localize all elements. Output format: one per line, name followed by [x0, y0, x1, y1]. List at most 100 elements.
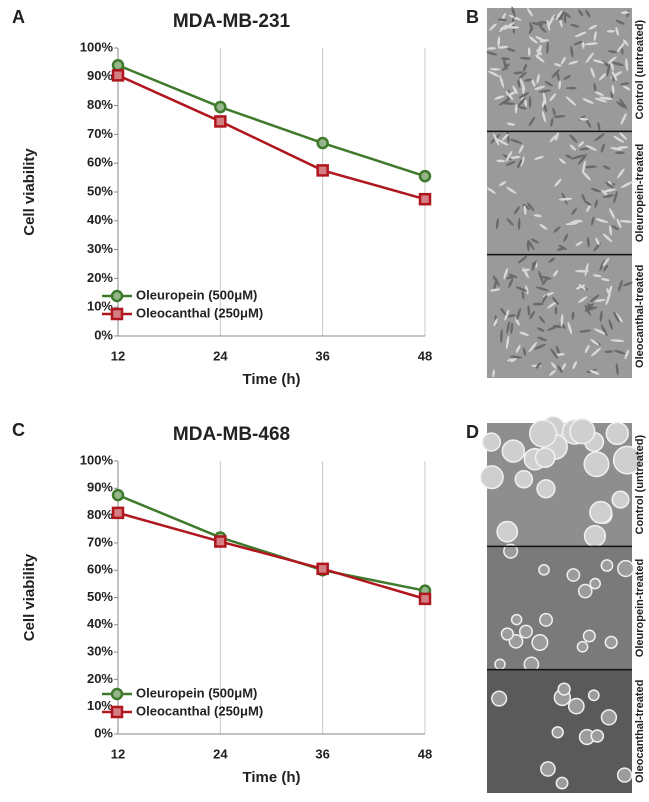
cell — [622, 281, 633, 287]
cell — [585, 52, 594, 64]
cell — [497, 36, 501, 48]
cell — [528, 25, 534, 35]
cell — [578, 284, 586, 291]
cell — [605, 421, 629, 446]
cell — [569, 134, 578, 143]
legend-marker — [110, 289, 124, 303]
y-tick-label: 0% — [94, 327, 113, 342]
cell — [541, 98, 546, 108]
cell — [486, 47, 497, 50]
y-tick-label: 70% — [87, 534, 113, 549]
cell — [553, 63, 562, 67]
cell — [547, 324, 560, 331]
cell — [616, 218, 622, 229]
cell — [514, 469, 534, 489]
cell — [534, 344, 546, 350]
cell — [563, 74, 572, 80]
cell — [615, 312, 623, 323]
cell — [583, 451, 610, 478]
micrograph-label: Oleocanthal-treated — [634, 680, 646, 783]
cell — [581, 193, 586, 203]
cell — [530, 238, 539, 244]
cell — [550, 348, 559, 359]
cell — [499, 75, 505, 88]
cell — [599, 96, 612, 100]
y-axis-title: Cell viability — [21, 148, 38, 236]
cell — [551, 69, 560, 79]
cell — [604, 635, 618, 649]
cell — [522, 63, 528, 72]
cell — [600, 324, 608, 337]
cell — [511, 6, 516, 18]
y-tick-label: 60% — [87, 562, 113, 577]
cell — [602, 258, 610, 267]
cell — [491, 690, 508, 707]
cell — [606, 29, 615, 33]
cell — [526, 7, 533, 17]
cell — [538, 315, 546, 324]
y-tick-label: 20% — [87, 270, 113, 285]
cell — [600, 709, 618, 726]
cell — [584, 262, 589, 277]
cell — [496, 138, 509, 146]
cell — [506, 122, 516, 126]
cell — [550, 117, 554, 127]
cell — [582, 98, 594, 104]
cell — [600, 559, 614, 572]
x-tick-label: 36 — [315, 348, 329, 363]
cell — [510, 155, 521, 159]
cell — [486, 51, 498, 56]
cell — [586, 203, 592, 213]
cell — [510, 613, 523, 626]
series-line — [117, 64, 426, 178]
cell — [522, 347, 526, 356]
cell — [604, 350, 614, 354]
cell — [481, 432, 502, 452]
cell — [616, 101, 625, 108]
cell — [522, 267, 529, 279]
legend-label: Oleocanthal (250μM) — [136, 305, 263, 320]
cell — [553, 115, 566, 118]
x-tick-label: 48 — [418, 348, 432, 363]
cell — [593, 328, 606, 335]
cell — [559, 158, 566, 165]
cell — [535, 36, 545, 41]
cell — [539, 612, 554, 627]
cell — [536, 45, 542, 59]
cell — [529, 310, 535, 320]
cell — [492, 369, 495, 378]
cell — [526, 202, 535, 212]
cell — [504, 21, 515, 30]
cell — [574, 31, 587, 38]
cell — [569, 418, 596, 445]
cell — [578, 141, 585, 147]
cell — [618, 279, 623, 292]
cell — [538, 270, 544, 284]
cell — [527, 304, 531, 316]
cell — [501, 133, 509, 141]
cell — [594, 299, 606, 302]
cell — [615, 363, 619, 376]
cell — [500, 307, 507, 316]
panel-label: B — [466, 7, 479, 27]
y-tick-label: 40% — [87, 212, 113, 227]
cell — [508, 273, 518, 279]
legend-marker — [110, 307, 124, 321]
cell — [518, 624, 533, 639]
cell — [594, 91, 604, 96]
cell — [617, 146, 629, 149]
cell — [570, 45, 574, 58]
micrograph — [487, 131, 632, 255]
cell — [500, 25, 508, 30]
cell — [572, 360, 577, 370]
cell — [556, 353, 566, 356]
cell — [531, 22, 544, 26]
cell — [543, 103, 547, 113]
cell — [539, 25, 547, 33]
cell — [560, 313, 564, 327]
cell — [622, 85, 631, 91]
cell — [528, 36, 538, 44]
cell — [508, 14, 522, 21]
cell — [619, 219, 634, 223]
cell — [499, 181, 507, 187]
